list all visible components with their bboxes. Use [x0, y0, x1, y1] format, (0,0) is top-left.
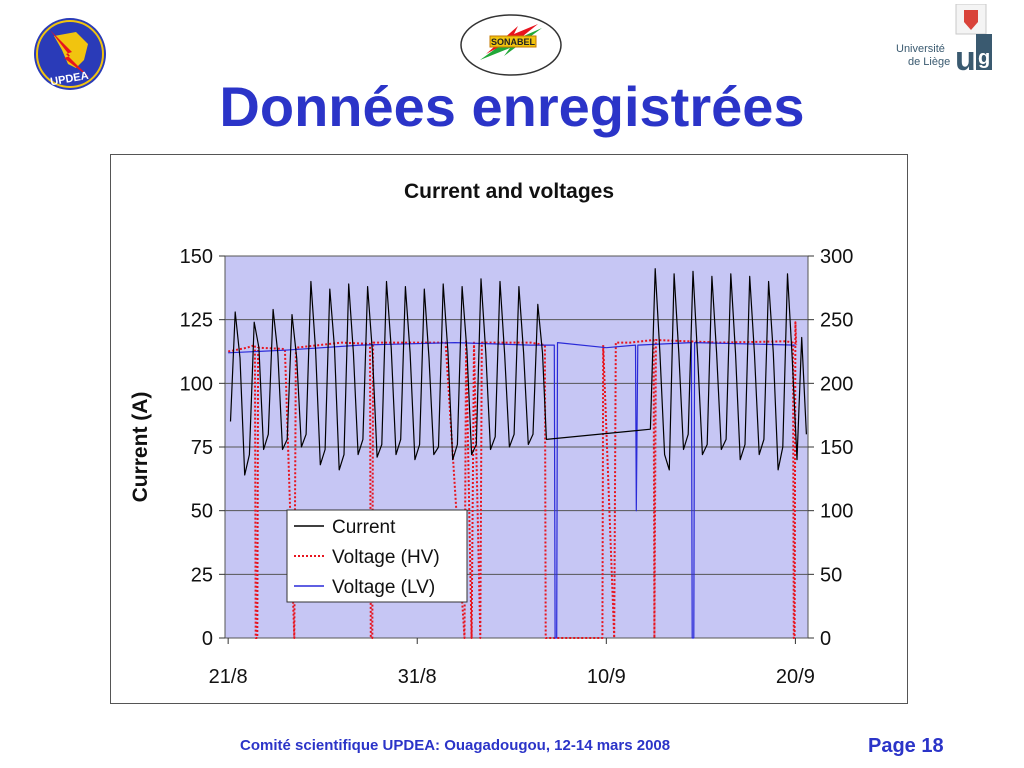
footer-caption: Comité scientifique UPDEA: Ouagadougou, … [240, 737, 671, 754]
chart: Current and voltages 0 25 50 75 100 125 150 0 50… [110, 154, 908, 704]
axes: 0 25 50 75 100 125 150 0 50 100 150 200 250 300 21/8 31… [180, 246, 854, 688]
svg-text:g: g [978, 47, 990, 69]
chart-title: Current and voltages [404, 180, 614, 203]
y-tick-label-125: 125 [180, 310, 213, 332]
series-voltage-hv-line [228, 321, 798, 639]
y2-tick-label-300: 300 [820, 246, 853, 268]
svg-text:de Liège: de Liège [908, 56, 950, 68]
svg-text:SONABEL: SONABEL [491, 37, 536, 47]
svg-text:u: u [955, 40, 976, 74]
legend-label-voltage-lv: Voltage (LV) [332, 577, 435, 598]
y2-tick-label-150: 150 [820, 437, 853, 459]
y2-tick-label-100: 100 [820, 501, 853, 523]
x-tick-label-21/8: 21/8 [209, 666, 248, 688]
y2-tick-label-50: 50 [820, 564, 842, 586]
x-tick-label-31/8: 31/8 [398, 666, 437, 688]
y-tick-label-0: 0 [202, 628, 213, 650]
series-layer [228, 268, 807, 639]
slide-title: Données enregistrées [219, 75, 805, 138]
series-voltage-lv-line [228, 342, 796, 639]
x-tick-label-20/9: 20/9 [776, 666, 815, 688]
y2-tick-label-250: 250 [820, 310, 853, 332]
y-axis-label: Current (A) [129, 392, 152, 503]
y2-tick-label-200: 200 [820, 373, 853, 395]
y-tick-label-50: 50 [191, 501, 213, 523]
series-current-line [229, 268, 807, 476]
svg-text:Université: Université [896, 43, 945, 55]
x-tick-label-10/9: 10/9 [587, 666, 626, 688]
updea-logo: UPDEA [34, 18, 106, 90]
legend-label-current: Current [332, 517, 396, 538]
y-tick-label-25: 25 [191, 564, 213, 586]
sonabel-logo: SONABEL [460, 14, 562, 76]
legend: Current Voltage (HV) Voltage (LV) [286, 509, 468, 603]
y-tick-label-75: 75 [191, 437, 213, 459]
universite-de-liege-logo: Université de Liège u g [896, 4, 992, 74]
y-tick-label-150: 150 [180, 246, 213, 268]
y2-tick-label-0: 0 [820, 628, 831, 650]
page-number: Page 18 [868, 735, 944, 757]
legend-label-voltage-hv: Voltage (HV) [332, 547, 440, 568]
y-tick-label-100: 100 [180, 373, 213, 395]
